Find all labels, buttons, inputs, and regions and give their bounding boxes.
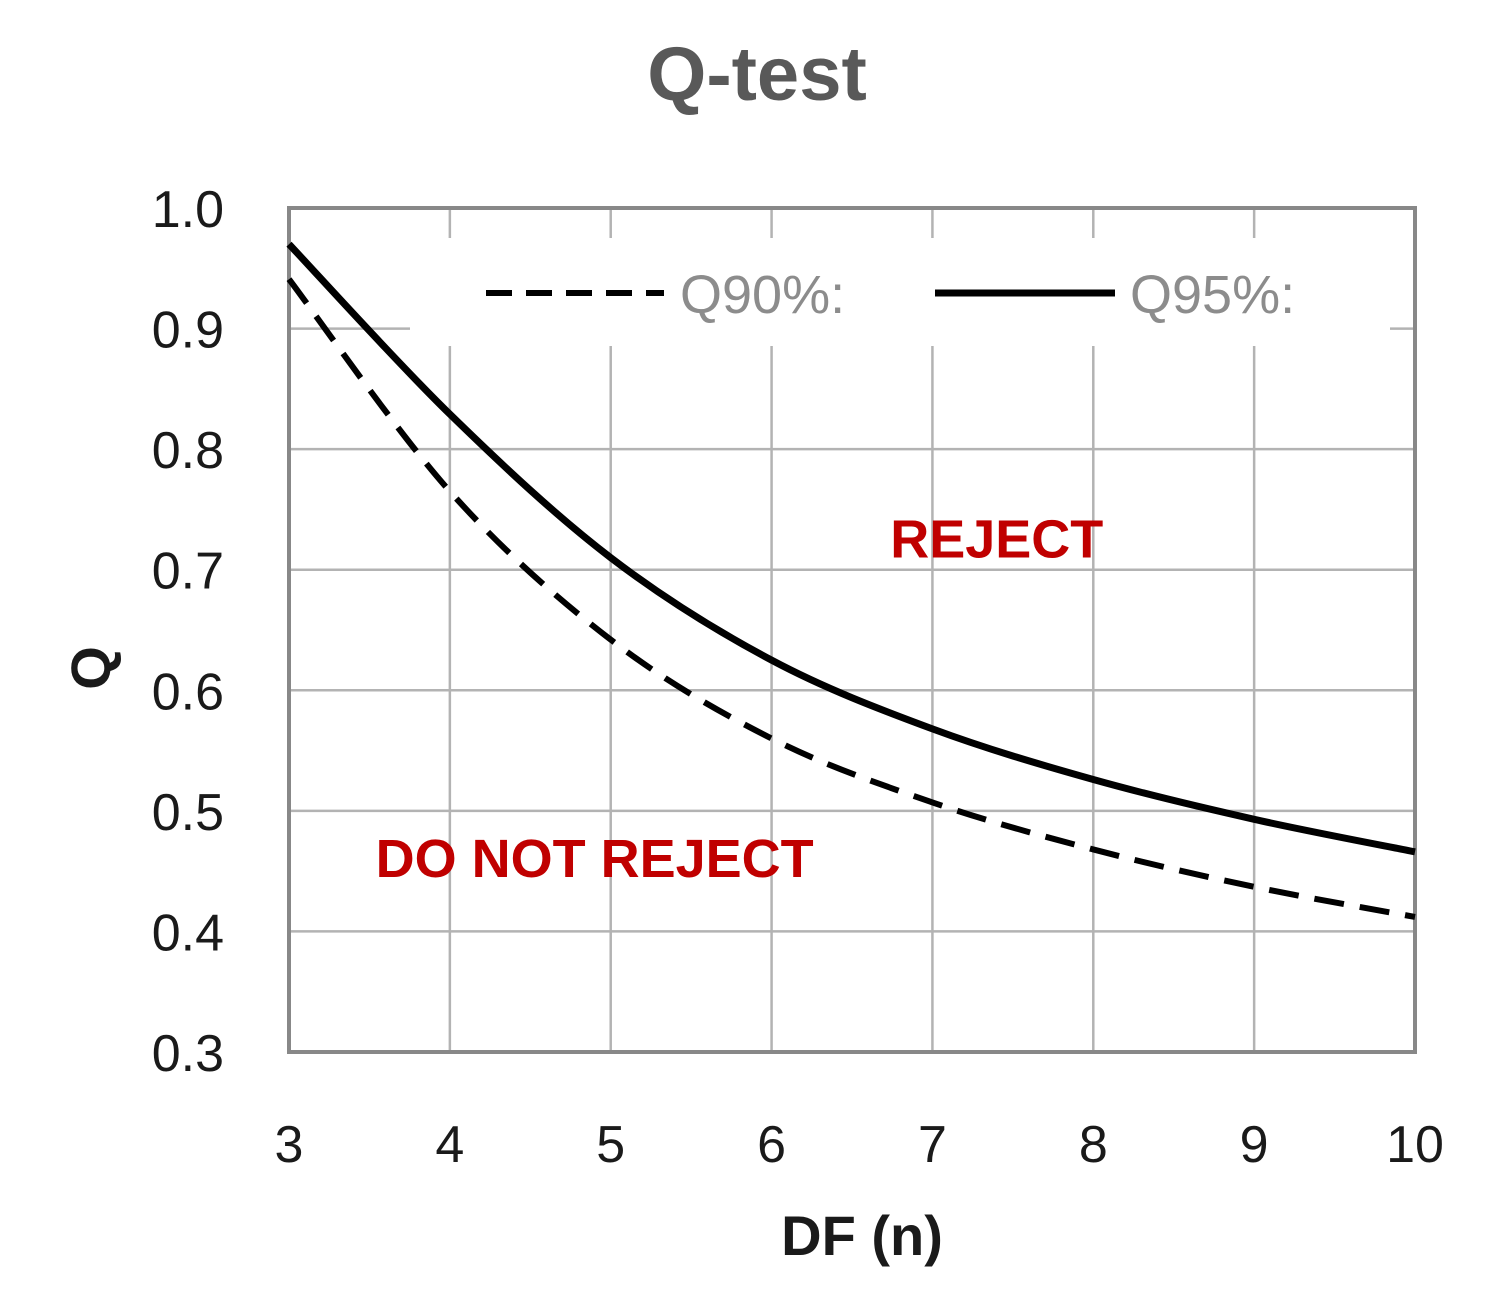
y-tick-label-1: 0.9 — [152, 302, 224, 360]
plot-area-frame — [287, 206, 1417, 1054]
x-axis-label: DF (n) — [781, 1204, 943, 1267]
x-tick-label-1: 4 — [435, 1116, 464, 1174]
legend-label-q90: Q90%: — [680, 265, 845, 325]
x-tick-label-5: 8 — [1079, 1116, 1108, 1174]
region-label-0: REJECT — [890, 510, 1103, 570]
x-tick-label-6: 9 — [1240, 1116, 1269, 1174]
y-axis-label: Q — [59, 646, 122, 690]
y-axis-ticks: 1.0 0.9 0.8 0.7 0.6 0.5 0.4 0.3 — [152, 181, 224, 1083]
x-axis-ticks: 3 4 5 6 7 8 9 10 — [275, 1116, 1444, 1174]
y-tick-label-5: 0.5 — [152, 784, 224, 842]
y-tick-label-0: 1.0 — [152, 181, 224, 239]
series-line-q95 — [286, 241, 1416, 856]
x-tick-label-0: 3 — [275, 1116, 304, 1174]
x-tick-label-4: 7 — [918, 1116, 947, 1174]
legend-label-q95: Q95%: — [1130, 265, 1295, 325]
y-tick-label-7: 0.3 — [152, 1025, 224, 1083]
x-tick-label-3: 6 — [757, 1116, 786, 1174]
y-tick-label-2: 0.8 — [152, 422, 224, 480]
annotations-layer: REJECT DO NOT REJECT — [376, 510, 1104, 890]
chart-title: Q-test — [647, 32, 867, 117]
legend: Q90%: Q95%: — [486, 265, 1295, 325]
series-layer — [286, 241, 1416, 920]
x-tick-label-2: 5 — [596, 1116, 625, 1174]
series-line-q90 — [286, 277, 1416, 920]
y-tick-label-4: 0.6 — [152, 663, 224, 721]
y-tick-label-6: 0.4 — [152, 904, 224, 962]
y-tick-label-3: 0.7 — [152, 543, 224, 601]
region-label-1: DO NOT REJECT — [376, 829, 814, 889]
x-tick-label-7: 10 — [1386, 1116, 1444, 1174]
